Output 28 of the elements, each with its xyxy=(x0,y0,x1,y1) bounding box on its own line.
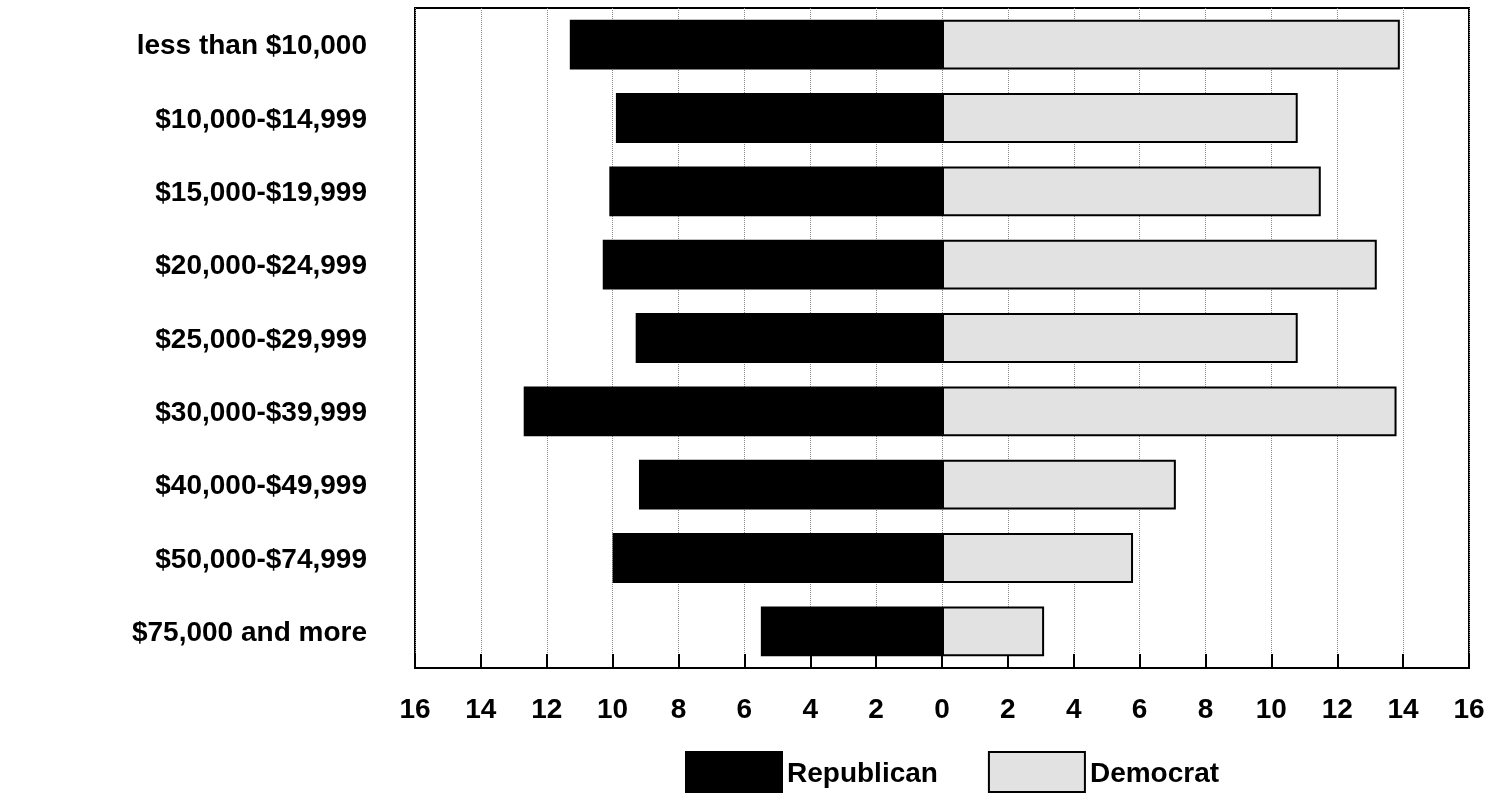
y-tick-label: $20,000-$24,999 xyxy=(155,249,367,281)
x-tick-label: 8 xyxy=(670,692,687,724)
y-tick-label: $10,000-$14,999 xyxy=(155,102,367,134)
x-tick-label: 6 xyxy=(736,692,753,724)
x-tick-label: 14 xyxy=(1387,692,1420,724)
x-tick-label: 16 xyxy=(1453,692,1485,724)
y-tick-label: $75,000 and more xyxy=(131,615,367,647)
x-tick-label: 10 xyxy=(597,692,629,724)
legend-label: Democrat xyxy=(1089,756,1220,788)
x-tick-label: 2 xyxy=(1000,692,1016,724)
x-tick-label: 2 xyxy=(868,692,884,724)
x-tick-label: 4 xyxy=(802,692,819,724)
x-tick-label: 6 xyxy=(1131,692,1148,724)
y-tick-label: $15,000-$19,999 xyxy=(155,175,367,207)
y-tick-label: $30,000-$39,999 xyxy=(155,395,367,427)
x-tick-label: 16 xyxy=(399,692,431,724)
x-tick-label: 0 xyxy=(934,692,950,724)
x-tick-label: 12 xyxy=(531,692,563,724)
legend-label: Republican xyxy=(787,756,938,788)
x-tick-label: 8 xyxy=(1197,692,1214,724)
y-tick-label: $25,000-$29,999 xyxy=(155,322,367,354)
x-tick-label: 14 xyxy=(465,692,497,724)
y-tick-label: less than $10,000 xyxy=(136,29,367,61)
x-tick-label: 12 xyxy=(1321,692,1353,724)
y-tick-label: $50,000-$74,999 xyxy=(155,542,367,574)
x-tick-label: 4 xyxy=(1065,692,1082,724)
x-tick-label: 10 xyxy=(1255,692,1287,724)
y-tick-label: $40,000-$49,999 xyxy=(155,469,367,501)
